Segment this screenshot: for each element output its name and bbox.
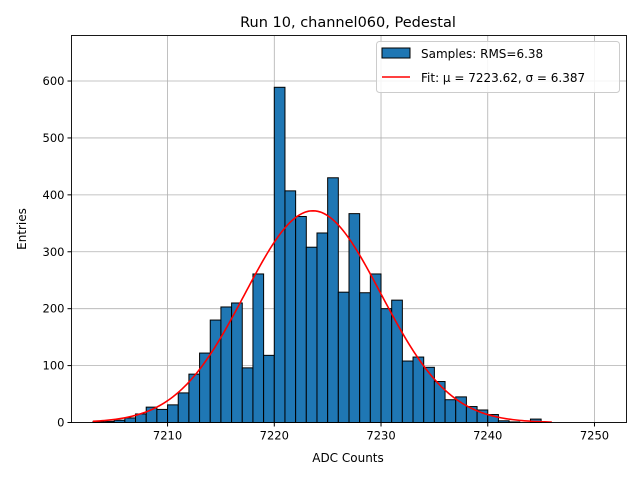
legend: Samples: RMS=6.38 Fit: μ = 7223.62, σ = … — [376, 41, 620, 93]
y-axis-label: Entries — [15, 208, 29, 250]
histogram-bar — [337, 291, 350, 423]
x-tick-label: 7210 — [153, 429, 182, 443]
histogram-bar — [156, 408, 169, 424]
chart-title: Run 10, channel060, Pedestal — [240, 15, 456, 31]
histogram-bar — [316, 232, 329, 423]
histogram-bar — [167, 404, 179, 424]
histogram-bar — [295, 215, 307, 423]
axis-ticks: 7210 7220 7230 7240 7250 0 100 200 300 400 500 600 — [43, 74, 610, 442]
x-axis-label: ADC Counts — [312, 451, 384, 465]
histogram-bar — [401, 360, 414, 424]
legend-label-fit: Fit: μ = 7223.62, σ = 6.387 — [421, 71, 585, 85]
histogram-bar — [124, 417, 137, 423]
fit-curve — [92, 209, 552, 423]
histogram-bars — [92, 86, 542, 424]
histogram-bar — [412, 356, 425, 424]
histogram-bar — [209, 319, 222, 424]
histogram-bar — [241, 367, 254, 424]
legend-swatch-samples — [381, 47, 411, 59]
y-tick-label: 500 — [43, 131, 65, 145]
y-tick-label: 300 — [43, 245, 65, 259]
histogram-bar — [380, 308, 393, 424]
histogram-bar — [305, 246, 318, 423]
histogram-bar — [327, 177, 339, 423]
histogram-bar — [263, 354, 275, 423]
legend-label-samples: Samples: RMS=6.38 — [421, 47, 543, 61]
histogram-bar — [369, 273, 382, 423]
histogram-bar — [231, 302, 243, 423]
x-tick-label: 7250 — [580, 429, 609, 443]
y-tick-label: 200 — [43, 302, 65, 316]
x-tick-label: 7220 — [260, 429, 289, 443]
y-tick-label: 100 — [43, 359, 65, 373]
y-tick-label: 600 — [43, 74, 65, 88]
y-tick-label: 0 — [57, 416, 64, 430]
x-tick-label: 7230 — [366, 429, 395, 443]
histogram-bar — [444, 399, 457, 423]
legend-box — [376, 41, 620, 93]
y-tick-label: 400 — [43, 188, 65, 202]
histogram-bar — [220, 306, 233, 423]
histogram-bar — [273, 86, 286, 423]
histogram-bar — [423, 366, 435, 424]
x-tick-label: 7240 — [473, 429, 502, 443]
histogram-bar — [252, 273, 265, 423]
histogram-bar — [359, 292, 371, 423]
histogram-bar — [348, 213, 361, 423]
histogram-bar — [177, 392, 190, 424]
plot-frame — [71, 35, 627, 423]
